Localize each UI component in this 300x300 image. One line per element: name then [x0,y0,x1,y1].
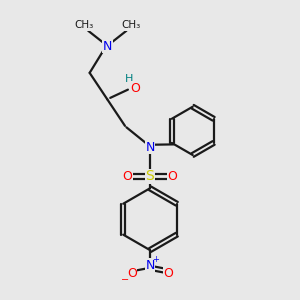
Text: N: N [145,259,155,272]
Text: −: − [121,274,129,285]
Text: O: O [122,170,132,183]
Text: CH₃: CH₃ [74,20,93,30]
Text: H: H [125,74,134,84]
Text: O: O [168,170,178,183]
Text: O: O [127,267,137,280]
Text: +: + [152,255,159,264]
Text: O: O [163,267,173,280]
Text: N: N [103,40,112,53]
Text: CH₃: CH₃ [121,20,140,30]
Text: O: O [130,82,140,95]
Text: N: N [145,141,155,154]
Text: S: S [146,169,154,184]
